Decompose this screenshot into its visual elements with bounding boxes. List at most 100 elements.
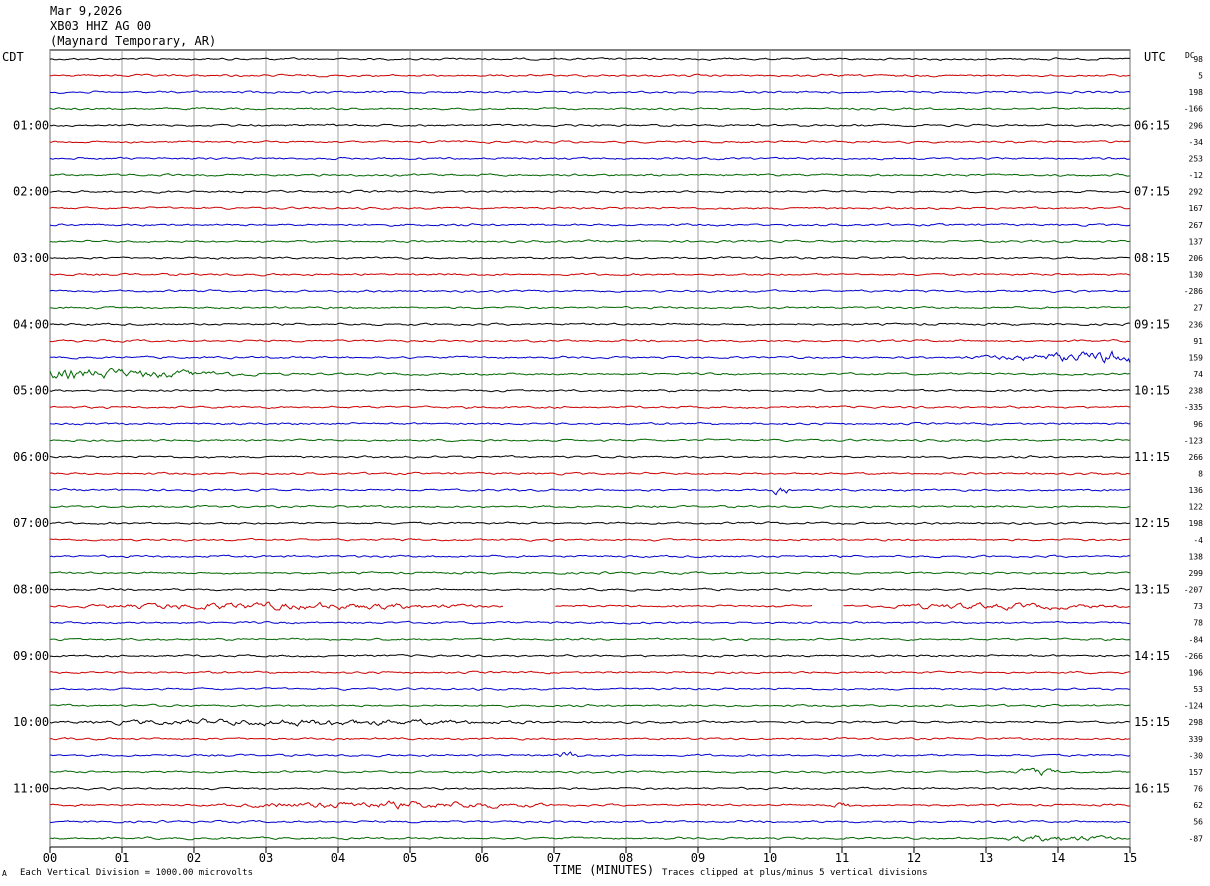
trace-7	[49, 173, 1131, 177]
header-date: Mar 9,2026	[50, 4, 123, 18]
x-tick-label-11: 11	[835, 851, 849, 865]
dc-offset-42: -30	[1189, 751, 1204, 760]
dc-offset-5: -34	[1189, 138, 1204, 147]
trace-17	[49, 338, 1131, 343]
dc-offset-11: 137	[1189, 237, 1204, 246]
trace-33	[50, 601, 1131, 611]
traces-group	[49, 57, 1131, 842]
trace-28	[49, 521, 1131, 526]
trace-43	[49, 767, 1130, 777]
trace-34	[49, 620, 1131, 625]
x-tick-label-14: 14	[1051, 851, 1065, 865]
trace-27	[49, 504, 1131, 509]
axis-labels: CDT UTC DC A Each Vertical Division = 10…	[2, 50, 1203, 878]
dc-offset-18: 159	[1189, 353, 1204, 362]
right-hour-label-10: 16:15	[1134, 782, 1170, 796]
trace-22	[49, 421, 1131, 426]
x-tick-label-13: 13	[979, 851, 993, 865]
header-station: XB03 HHZ AG 00	[50, 19, 152, 33]
x-tick-label-1: 01	[115, 851, 129, 865]
dc-offset-40: 298	[1189, 718, 1204, 727]
left-hour-label-8: 09:00	[13, 649, 49, 663]
dc-offset-6: 253	[1189, 154, 1204, 163]
trace-44	[49, 786, 1131, 791]
trace-46	[49, 819, 1130, 824]
dc-offset-29: -4	[1193, 536, 1203, 545]
trace-29	[49, 538, 1131, 542]
dc-offset-10: 267	[1189, 221, 1204, 230]
x-tick-label-2: 02	[187, 851, 201, 865]
trace-42	[49, 751, 1131, 758]
vertical-division-note: Each Vertical Division = 1000.00 microvo…	[20, 868, 253, 878]
right-timezone-label: UTC	[1144, 50, 1166, 64]
trace-3	[49, 106, 1130, 111]
x-tick-label-12: 12	[907, 851, 921, 865]
dc-offset-7: -12	[1189, 171, 1204, 180]
dc-offset-21: -335	[1184, 403, 1203, 412]
right-hour-label-0: 06:15	[1134, 118, 1170, 132]
left-hour-label-4: 05:00	[13, 384, 49, 398]
trace-32	[49, 587, 1131, 592]
trace-24	[49, 454, 1131, 460]
trace-45	[50, 800, 1131, 810]
left-timezone-label: CDT	[2, 50, 24, 64]
x-tick-label-8: 08	[619, 851, 633, 865]
right-hour-label-1: 07:15	[1134, 185, 1170, 199]
clip-note: Traces clipped at plus/minus 5 vertical …	[662, 868, 928, 878]
trace-40	[49, 718, 1131, 727]
trace-10	[49, 222, 1131, 227]
trace-2	[49, 90, 1131, 94]
right-hour-label-8: 14:15	[1134, 649, 1170, 663]
trace-31	[49, 571, 1131, 575]
dc-offset-13: 130	[1189, 271, 1204, 280]
dc-offset-26: 136	[1189, 486, 1204, 495]
plot-frame	[49, 49, 1131, 848]
trace-14	[49, 289, 1131, 294]
right-hour-label-6: 12:15	[1134, 516, 1170, 530]
dc-offset-36: -266	[1184, 652, 1203, 661]
trace-16	[49, 322, 1131, 327]
dc-offset-45: 62	[1193, 801, 1203, 810]
dc-offset-4: 296	[1189, 121, 1204, 130]
dc-offset-46: 56	[1193, 818, 1203, 827]
dc-offset-28: 198	[1189, 519, 1204, 528]
dc-offset-23: -123	[1184, 436, 1203, 445]
dc-offset-43: 157	[1189, 768, 1204, 777]
x-tick-label-4: 04	[331, 851, 345, 865]
left-hour-label-6: 07:00	[13, 516, 49, 530]
left-hour-label-5: 06:00	[13, 450, 49, 464]
dc-offset-47: -87	[1189, 834, 1204, 843]
trace-6	[49, 156, 1131, 161]
dc-offset-34: 78	[1193, 619, 1203, 628]
dc-offset-41: 339	[1189, 735, 1204, 744]
dc-offset-19: 74	[1193, 370, 1203, 379]
header-location: (Maynard Temporary, AR)	[50, 34, 217, 48]
left-hour-label-9: 10:00	[13, 715, 49, 729]
trace-1	[50, 73, 1131, 78]
trace-36	[49, 653, 1131, 658]
trace-23	[49, 438, 1131, 443]
right-hour-label-5: 11:15	[1134, 450, 1170, 464]
x-tick-label-10: 10	[763, 851, 777, 865]
corner-mark: A	[2, 869, 7, 878]
trace-12	[49, 256, 1131, 260]
dc-offset-12: 206	[1189, 254, 1204, 263]
trace-9	[49, 206, 1131, 210]
trace-39	[49, 703, 1131, 708]
dc-offset-17: 91	[1193, 337, 1203, 346]
dc-offset-20: 238	[1189, 387, 1204, 396]
dc-offset-14: -286	[1184, 287, 1203, 296]
trace-38	[49, 687, 1130, 691]
left-hour-label-3: 04:00	[13, 317, 49, 331]
dc-label: DC	[1185, 51, 1195, 60]
dc-offset-25: 8	[1198, 470, 1203, 479]
trace-37	[49, 670, 1131, 675]
dc-offset-32: -207	[1184, 586, 1203, 595]
dc-offset-8: 292	[1189, 188, 1204, 197]
grid-lines	[49, 49, 1131, 853]
trace-47	[50, 834, 1131, 842]
trace-18	[49, 350, 1131, 364]
dc-offset-16: 236	[1189, 320, 1204, 329]
dc-offset-38: 53	[1193, 685, 1203, 694]
